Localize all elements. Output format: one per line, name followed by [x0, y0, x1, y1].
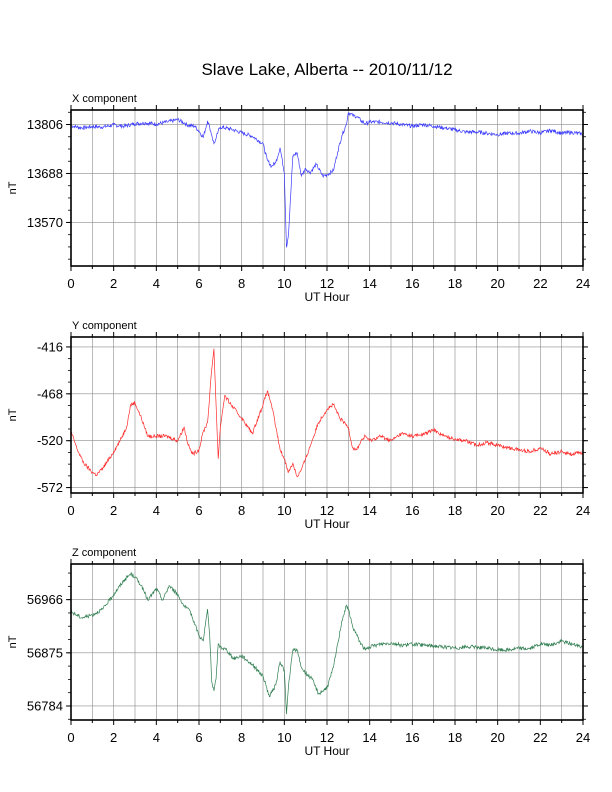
- x-tick-label: 6: [195, 276, 202, 291]
- x-tick-label: 18: [448, 503, 462, 518]
- x-tick-label: 20: [490, 503, 504, 518]
- y-tick-label: -520: [37, 433, 63, 448]
- x-tick-label: 12: [320, 503, 334, 518]
- plot-frame: [70, 563, 584, 721]
- x-tick-label: 22: [533, 276, 547, 291]
- x-tick-label: 18: [448, 276, 462, 291]
- y-axis-label: nT: [7, 408, 19, 421]
- x-axis-label: UT Hour: [304, 517, 349, 531]
- y-tick-label: -416: [37, 339, 63, 354]
- y-tick-label: 56784: [27, 698, 63, 713]
- x-tick-label: 14: [362, 276, 376, 291]
- page-title: Slave Lake, Alberta -- 2010/11/12: [201, 60, 452, 79]
- x-tick-label: 10: [277, 730, 291, 745]
- x-tick-label: 6: [195, 730, 202, 745]
- x-tick-label: 14: [362, 503, 376, 518]
- x-tick-label: 18: [448, 730, 462, 745]
- x-tick-label: 8: [238, 730, 245, 745]
- y-tick-label: 13570: [27, 215, 63, 230]
- x-tick-label: 16: [405, 730, 419, 745]
- series-line: [70, 112, 584, 248]
- x-tick-label: 2: [110, 503, 117, 518]
- x-tick-label: 20: [490, 730, 504, 745]
- x-tick-label: 20: [490, 276, 504, 291]
- panel-title: Z component: [72, 547, 136, 559]
- x-tick-label: 16: [405, 276, 419, 291]
- plot-frame: [70, 109, 584, 267]
- x-tick-label: 10: [277, 503, 291, 518]
- x-axis-label: UT Hour: [304, 744, 349, 758]
- x-tick-label: 12: [320, 730, 334, 745]
- panel-title: X component: [72, 93, 137, 105]
- y-tick-label: 13806: [27, 117, 63, 132]
- x-tick-label: 0: [67, 730, 74, 745]
- x-tick-label: 14: [362, 730, 376, 745]
- x-axis-label: UT Hour: [304, 290, 349, 304]
- x-tick-label: 6: [195, 503, 202, 518]
- x-tick-label: 24: [576, 503, 590, 518]
- x-tick-label: 8: [238, 276, 245, 291]
- series-line: [70, 571, 584, 715]
- series-line: [70, 348, 584, 478]
- x-tick-label: 24: [576, 730, 590, 745]
- panel-title: Y component: [72, 320, 137, 332]
- x-tick-label: 24: [576, 276, 590, 291]
- x-tick-label: 2: [110, 276, 117, 291]
- x-tick-label: 22: [533, 503, 547, 518]
- y-tick-label: 13688: [27, 166, 63, 181]
- plot-frame: [70, 336, 584, 494]
- x-tick-label: 0: [67, 503, 74, 518]
- x-tick-label: 0: [67, 276, 74, 291]
- x-tick-label: 2: [110, 730, 117, 745]
- y-tick-label: 56966: [27, 592, 63, 607]
- y-tick-label: -572: [37, 480, 63, 495]
- x-tick-label: 22: [533, 730, 547, 745]
- x-tick-label: 16: [405, 503, 419, 518]
- x-tick-label: 4: [153, 503, 160, 518]
- x-tick-label: 8: [238, 503, 245, 518]
- x-tick-label: 12: [320, 276, 334, 291]
- y-axis-label: nT: [7, 635, 19, 648]
- x-tick-label: 10: [277, 276, 291, 291]
- x-tick-label: 4: [153, 276, 160, 291]
- y-tick-label: -468: [37, 386, 63, 401]
- y-tick-label: 56875: [27, 645, 63, 660]
- y-axis-label: nT: [7, 181, 19, 194]
- x-tick-label: 4: [153, 730, 160, 745]
